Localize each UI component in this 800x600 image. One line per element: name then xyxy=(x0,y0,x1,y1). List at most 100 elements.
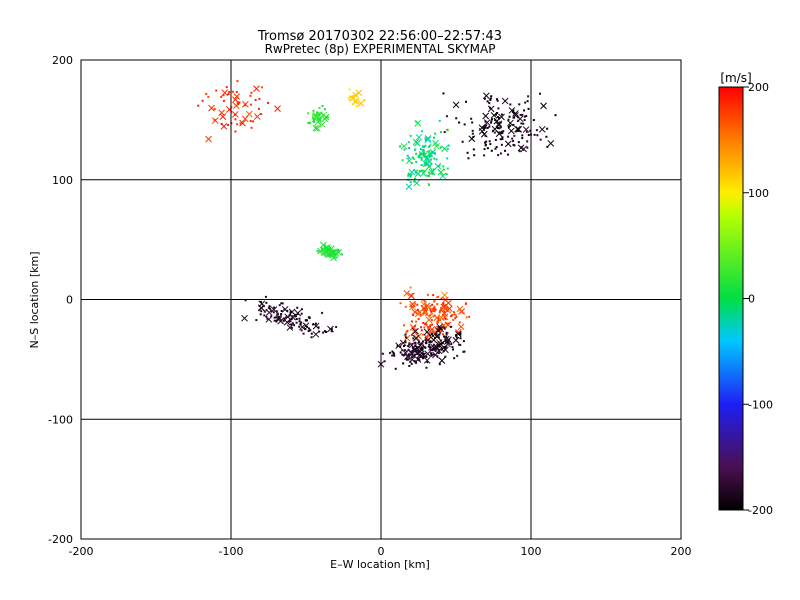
data-point xyxy=(483,97,486,100)
data-point xyxy=(502,130,505,133)
data-point xyxy=(483,154,486,157)
data-point-x xyxy=(205,135,212,143)
data-point xyxy=(414,302,417,305)
data-point xyxy=(520,122,523,125)
data-point xyxy=(442,324,445,327)
data-point xyxy=(494,147,497,150)
data-point xyxy=(431,170,434,173)
data-point xyxy=(391,350,394,353)
data-point-x xyxy=(495,130,503,138)
y-tick-label: -100 xyxy=(48,413,73,426)
data-point xyxy=(501,137,504,140)
data-point xyxy=(323,108,326,111)
data-point xyxy=(444,346,447,349)
data-point-x xyxy=(507,127,515,135)
data-point xyxy=(507,118,510,121)
data-point-x xyxy=(547,140,555,147)
data-point xyxy=(498,127,501,130)
data-point xyxy=(471,129,474,132)
data-point-x xyxy=(357,99,365,107)
data-point xyxy=(497,117,500,120)
data-point xyxy=(497,154,500,157)
data-point xyxy=(354,101,357,104)
data-point xyxy=(467,157,470,160)
data-point xyxy=(517,129,520,132)
data-point xyxy=(437,336,440,339)
data-point xyxy=(328,247,331,250)
data-point xyxy=(280,313,283,316)
data-point xyxy=(490,118,493,121)
data-point xyxy=(312,113,315,116)
data-point xyxy=(414,350,417,353)
data-point xyxy=(399,145,402,148)
data-point xyxy=(423,326,426,329)
data-point xyxy=(410,320,413,323)
data-point xyxy=(485,140,488,143)
data-point xyxy=(522,122,525,125)
data-point xyxy=(403,349,406,352)
data-point xyxy=(422,146,425,149)
data-point xyxy=(426,293,429,296)
data-point xyxy=(442,92,445,95)
data-point-x xyxy=(446,305,453,313)
data-point xyxy=(320,111,323,114)
data-point xyxy=(412,305,415,308)
data-point-x xyxy=(432,351,439,359)
data-point xyxy=(486,147,489,150)
data-point xyxy=(539,138,542,141)
data-point xyxy=(446,167,449,170)
data-point xyxy=(422,321,425,324)
data-point xyxy=(417,156,420,159)
colorbar-tick-label: 100 xyxy=(748,187,769,200)
data-point xyxy=(429,324,432,327)
data-point-x xyxy=(482,92,490,100)
data-point xyxy=(295,321,298,324)
data-point xyxy=(426,325,429,328)
data-point xyxy=(426,174,429,177)
data-point xyxy=(321,249,324,252)
data-point xyxy=(201,99,204,102)
data-point xyxy=(511,137,514,140)
data-point xyxy=(410,306,413,309)
data-point xyxy=(409,174,412,177)
data-point xyxy=(408,156,411,159)
data-point xyxy=(438,330,441,333)
data-point xyxy=(207,95,210,98)
data-point xyxy=(425,322,428,325)
data-point xyxy=(432,168,435,171)
data-point xyxy=(249,120,252,123)
data-point xyxy=(443,335,446,338)
data-point xyxy=(509,124,512,127)
data-point-x xyxy=(434,162,442,170)
data-point xyxy=(324,249,327,252)
colorbar-tick-label: -100 xyxy=(748,398,773,411)
data-point xyxy=(527,95,530,98)
data-point xyxy=(429,314,432,317)
data-point xyxy=(295,313,298,316)
data-point xyxy=(318,251,321,254)
data-point xyxy=(523,109,526,112)
data-point xyxy=(436,321,439,324)
data-point xyxy=(415,346,418,349)
data-point xyxy=(259,313,262,316)
data-point xyxy=(428,341,431,344)
data-point xyxy=(429,340,432,343)
data-point xyxy=(316,113,319,116)
data-point xyxy=(419,148,422,151)
data-point xyxy=(403,324,406,327)
data-point xyxy=(330,330,333,333)
data-point xyxy=(258,107,261,110)
data-point xyxy=(414,344,417,347)
data-point xyxy=(429,308,432,311)
data-point xyxy=(429,309,432,312)
data-point xyxy=(422,152,425,155)
data-point-x xyxy=(501,97,509,105)
data-point xyxy=(484,141,487,144)
data-point-x xyxy=(414,170,422,178)
data-point xyxy=(468,315,471,318)
data-point xyxy=(432,347,435,350)
data-point xyxy=(255,319,258,322)
data-point-x xyxy=(408,292,415,300)
data-point xyxy=(458,121,461,124)
data-point xyxy=(429,334,432,337)
